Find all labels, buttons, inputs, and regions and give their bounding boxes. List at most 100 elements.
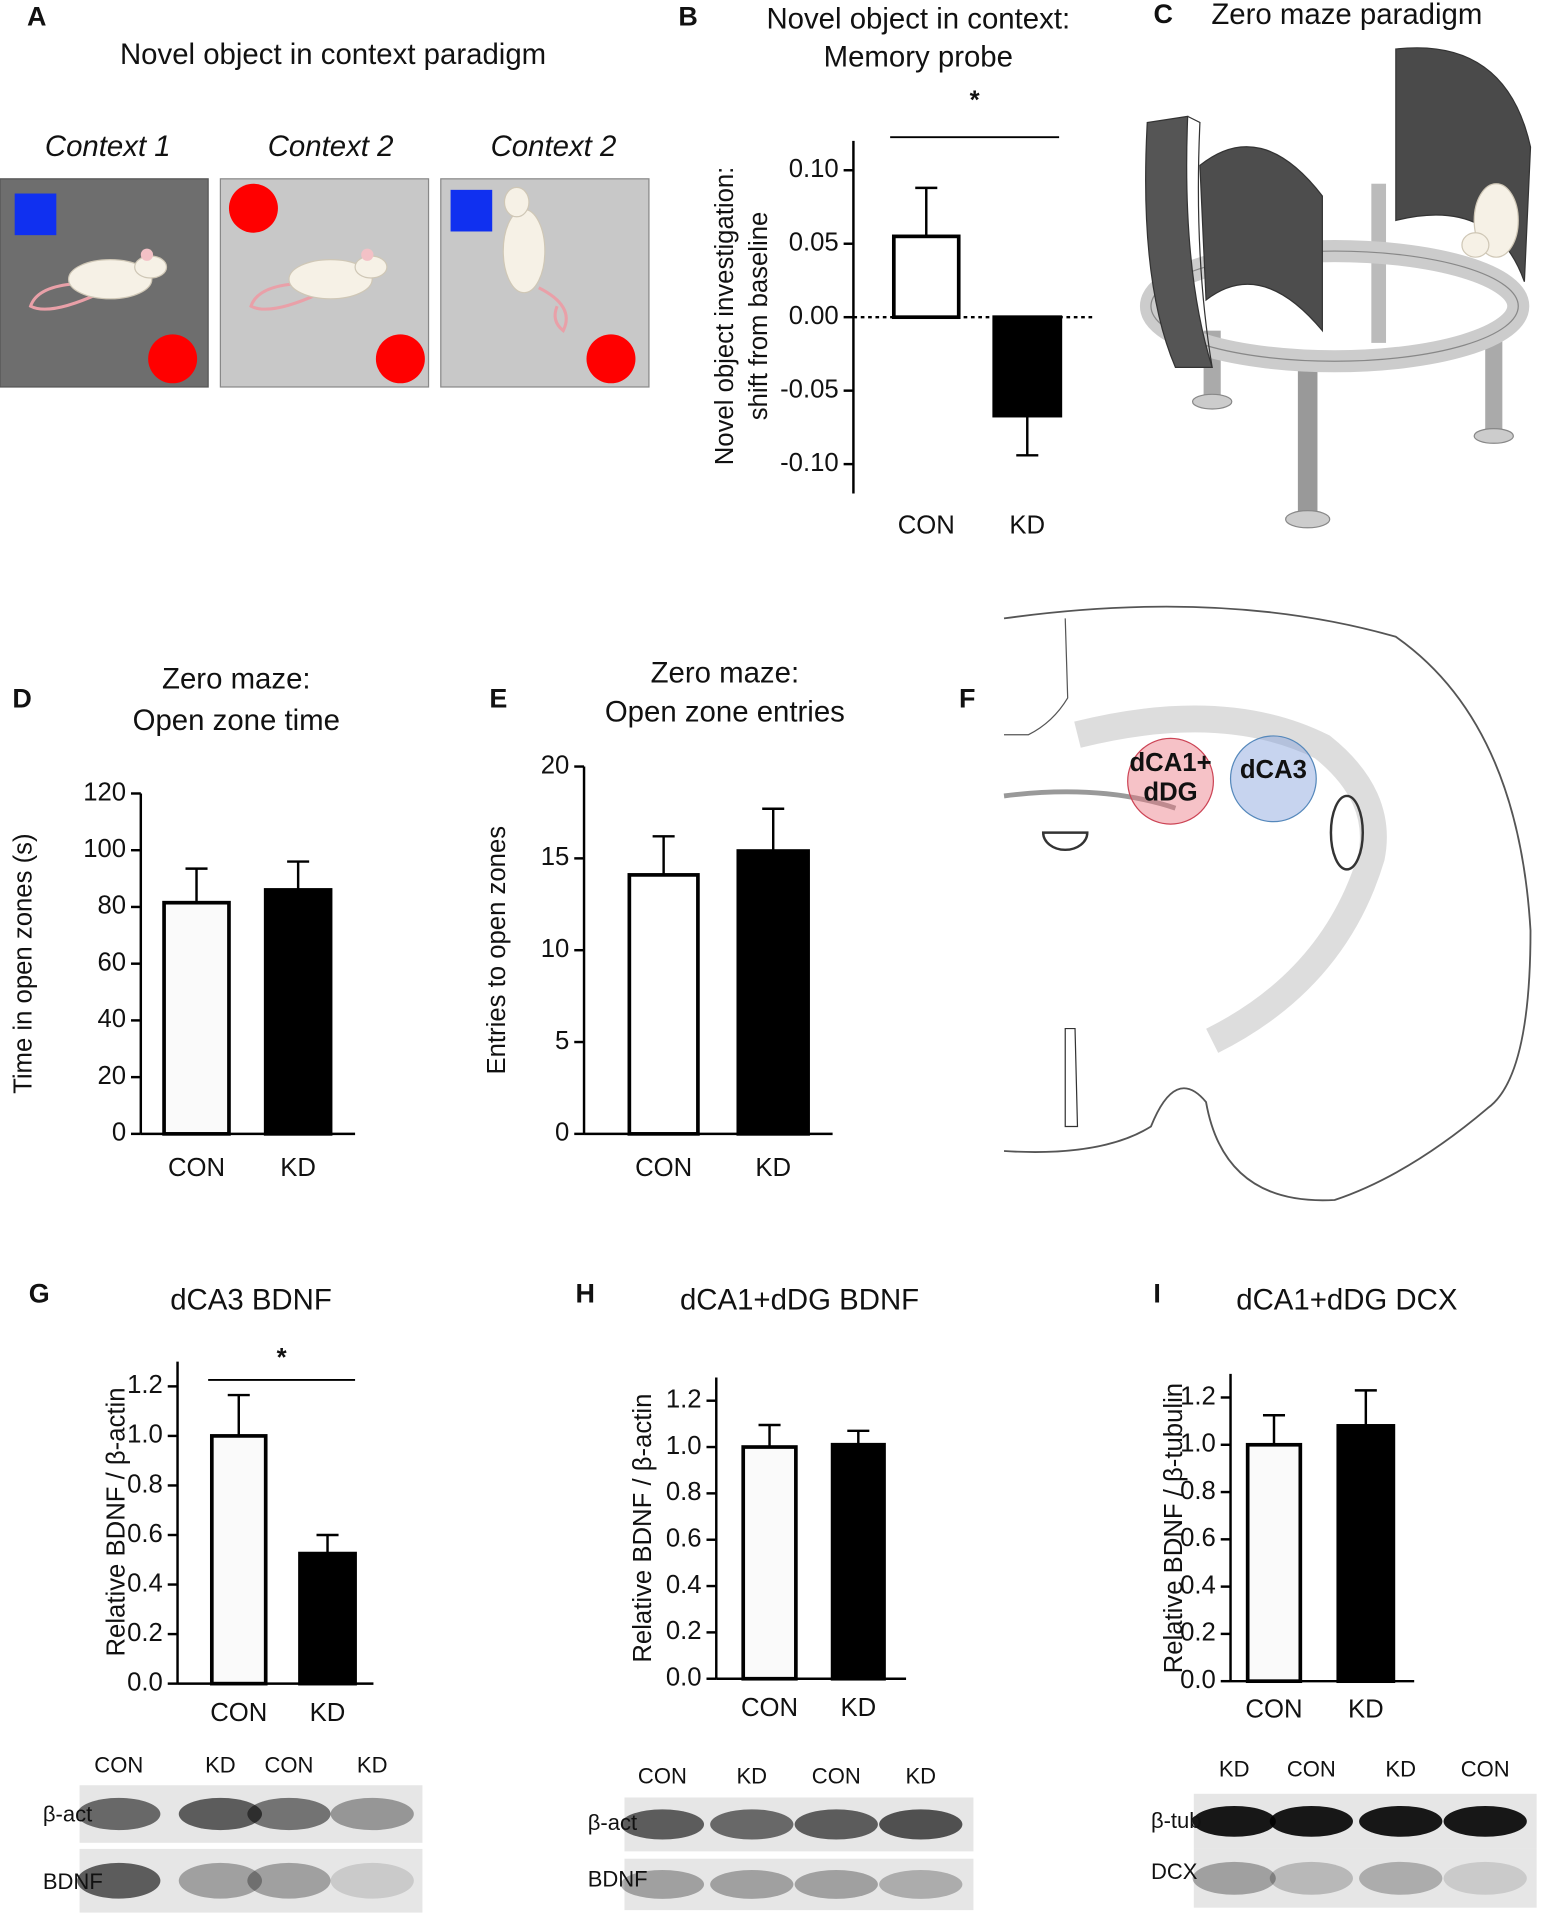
blot-band (1359, 1861, 1443, 1895)
y-axis-label: shift from baseline (745, 212, 773, 421)
panel-letter: G (29, 1279, 50, 1309)
panel-letter: I (1153, 1279, 1160, 1309)
y-tick-label: 0 (112, 1119, 126, 1147)
y-tick-label: 0.05 (789, 229, 839, 257)
y-tick-label: 40 (98, 1005, 127, 1033)
lane-label: KD (205, 1753, 236, 1778)
lane-label: KD (1385, 1756, 1416, 1781)
blot-row-label: β-act (588, 1810, 637, 1835)
chart-title: Memory probe (824, 41, 1013, 74)
blot-band (247, 1797, 331, 1831)
lane-label: CON (638, 1764, 687, 1789)
y-tick-label: 0.0 (666, 1664, 702, 1692)
bar (1245, 1442, 1303, 1684)
y-tick-label: 1.0 (666, 1432, 702, 1460)
y-tick-label: 0.2 (1180, 1619, 1216, 1647)
panel-letter: E (489, 684, 507, 714)
lane-label: CON (94, 1753, 143, 1778)
chart-title: dCA1+dDG BDNF (680, 1283, 919, 1316)
bar (298, 1551, 357, 1686)
panel-letter: F (959, 684, 975, 714)
y-axis-label: Relative BDNF / β-actin (629, 1394, 657, 1663)
y-tick-label: 1.2 (666, 1385, 702, 1413)
blot-band (178, 1862, 263, 1899)
x-tick-label: KD (755, 1154, 791, 1182)
x-tick-label: CON (898, 511, 955, 539)
region-label: dCA3 (1240, 756, 1307, 784)
y-tick-label: 10 (541, 935, 570, 963)
context-box (219, 178, 430, 388)
bar (1336, 1424, 1396, 1684)
x-tick-label: KD (310, 1699, 346, 1727)
bar (162, 900, 231, 1136)
blot-band (794, 1870, 878, 1899)
blot-background (1193, 1848, 1537, 1908)
x-tick-label: CON (168, 1154, 225, 1182)
x-tick-label: KD (280, 1154, 316, 1182)
y-axis-label: Time in open zones (s) (9, 833, 37, 1093)
y-tick-label: 100 (83, 835, 126, 863)
x-tick-label: CON (210, 1699, 267, 1727)
lane-label: CON (264, 1753, 313, 1778)
bar (263, 888, 333, 1136)
y-tick-label: 60 (98, 948, 127, 976)
region-label: dDG (1143, 778, 1197, 806)
blot-band (710, 1870, 794, 1899)
blot-band (1192, 1805, 1276, 1837)
blot-band (620, 1809, 705, 1840)
panel-letter: C (1153, 0, 1172, 29)
y-tick-label: 20 (98, 1062, 127, 1090)
context-label: Context 2 (491, 130, 617, 163)
lane-label: KD (736, 1764, 767, 1789)
blot-background (624, 1858, 974, 1911)
bar (736, 849, 810, 1136)
chart-title: Zero maze: (162, 663, 311, 696)
y-tick-label: 1.2 (1180, 1382, 1216, 1410)
blot-band (77, 1797, 161, 1831)
lane-label: CON (1287, 1756, 1336, 1781)
y-tick-label: 1.0 (127, 1421, 163, 1449)
blot-row-label: β-act (43, 1802, 92, 1827)
blot-band (1443, 1805, 1527, 1837)
x-tick-label: CON (741, 1694, 798, 1722)
blot-band (879, 1870, 963, 1899)
blot-row-label: BDNF (43, 1869, 103, 1894)
panel-title: Novel object in context paradigm (120, 38, 546, 71)
y-tick-label: 0.8 (666, 1478, 702, 1506)
y-tick-label: 1.0 (1180, 1430, 1216, 1458)
context-box (440, 178, 650, 388)
y-axis-label: Entries to open zones (483, 826, 511, 1075)
x-tick-label: KD (840, 1694, 876, 1722)
blot-row-label: β-tub (1151, 1808, 1202, 1833)
x-tick-label: KD (1348, 1695, 1384, 1723)
significance-marker: * (970, 86, 980, 114)
y-tick-label: 0.0 (1180, 1666, 1216, 1694)
context-label: Context 1 (45, 130, 171, 163)
region-label: dCA1+ (1129, 749, 1211, 777)
y-tick-label: 0.10 (789, 155, 839, 183)
lane-label: CON (1461, 1756, 1510, 1781)
panel-letter: B (678, 2, 697, 32)
bar (830, 1442, 886, 1681)
panel-letter: A (27, 2, 46, 32)
blot-band (1443, 1861, 1527, 1895)
chart-title: dCA1+dDG DCX (1236, 1283, 1457, 1316)
y-axis-label: Novel object investigation: (711, 167, 739, 466)
blot-band (330, 1797, 414, 1831)
chart-title: Open zone time (133, 704, 340, 737)
chart-title: Novel object in context: (766, 3, 1070, 36)
blot-band (178, 1797, 263, 1831)
y-tick-label: 0.6 (1180, 1524, 1216, 1552)
context-label: Context 2 (268, 130, 394, 163)
zero-maze-illustration (1139, 47, 1532, 529)
brain-atlas: dCA1+ dDG dCA3 (1003, 605, 1532, 1202)
y-tick-label: 5 (555, 1027, 569, 1055)
y-tick-label: 0.8 (127, 1470, 163, 1498)
bar (209, 1434, 268, 1686)
lane-label: KD (357, 1753, 388, 1778)
y-tick-label: 15 (541, 843, 570, 871)
y-tick-label: 120 (83, 778, 126, 806)
significance-marker: * (277, 1344, 287, 1372)
y-tick-label: 0.4 (1180, 1571, 1216, 1599)
bar (741, 1445, 798, 1681)
